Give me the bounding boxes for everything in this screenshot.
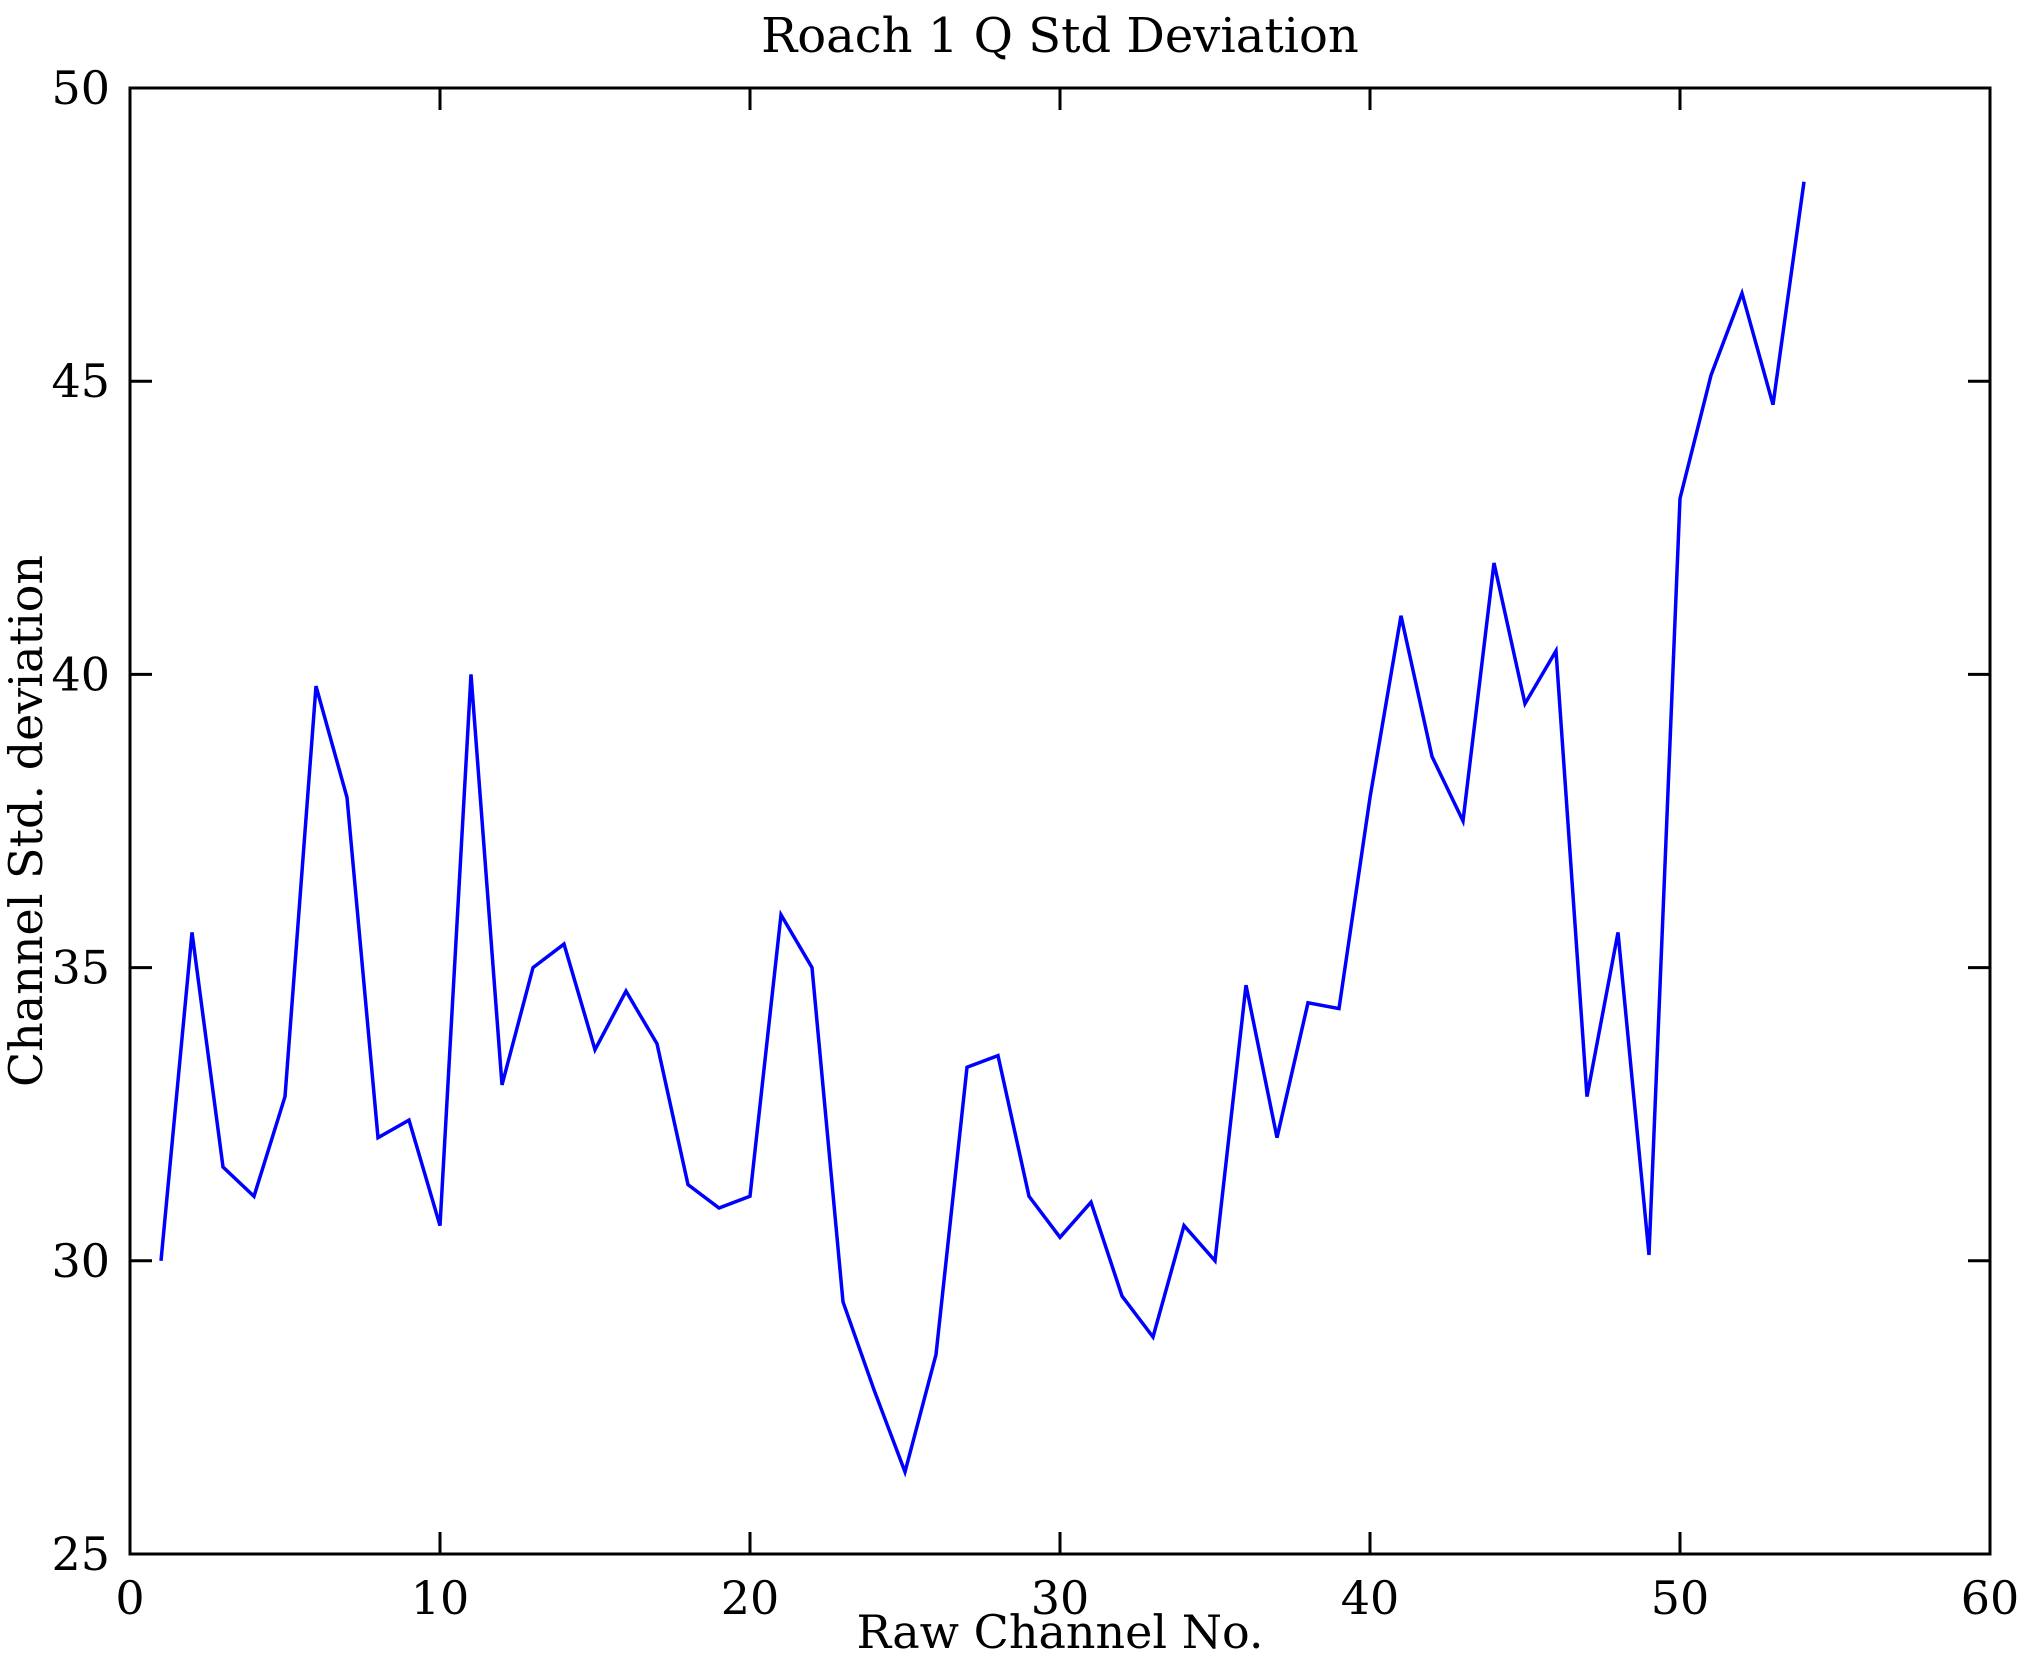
x-axis-label: Raw Channel No. — [857, 1605, 1264, 1659]
axis-tick-labels: 0 10 20 30 40 50 60 25 30 35 40 45 50 — [51, 61, 2019, 1625]
x-tick-label: 40 — [1341, 1571, 1400, 1625]
x-tick-label: 0 — [115, 1571, 144, 1625]
x-tick-label: 60 — [1961, 1571, 2020, 1625]
y-tick-label: 30 — [51, 1234, 110, 1288]
y-tick-label: 35 — [51, 941, 110, 995]
y-tick-label: 45 — [51, 354, 110, 408]
y-tick-label: 40 — [51, 647, 110, 701]
y-tick-label: 25 — [51, 1527, 110, 1581]
data-line — [159, 181, 1806, 1478]
plot-box — [128, 86, 1992, 1556]
axis-ticks — [128, 86, 1992, 1556]
x-tick-label: 20 — [721, 1571, 780, 1625]
y-tick-label: 50 — [51, 61, 110, 115]
x-tick-label: 50 — [1651, 1571, 1710, 1625]
y-axis-label: Channel Std. deviation — [0, 555, 53, 1087]
x-tick-label: 10 — [411, 1571, 470, 1625]
chart-title: Roach 1 Q Std Deviation — [761, 8, 1359, 64]
x-tick-label: 30 — [1031, 1571, 1090, 1625]
